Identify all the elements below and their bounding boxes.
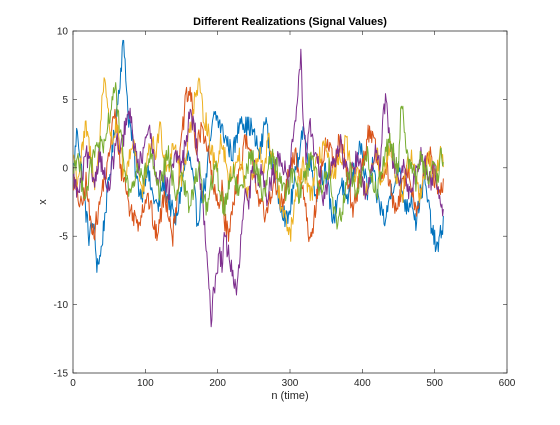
y-tick-label: -5 (59, 232, 68, 243)
x-axis-label: n (time) (271, 390, 308, 402)
chart-title: Different Realizations (Signal Values) (193, 16, 387, 28)
x-axis: 0 100 200 300 400 500 600 (70, 31, 516, 389)
y-axis: -15 -10 -5 0 5 10 (54, 27, 507, 380)
series-layer (73, 39, 444, 328)
y-axis-label: x (37, 199, 49, 205)
y-tick-label: 5 (62, 95, 68, 106)
x-tick-label: 100 (137, 378, 154, 389)
y-tick-label: 0 (62, 163, 68, 174)
x-tick-label: 300 (282, 378, 299, 389)
series-line-3 (73, 77, 444, 242)
plot-area (72, 30, 508, 374)
x-tick-label: 500 (426, 378, 443, 389)
series-line-2 (73, 86, 444, 247)
series-line-5 (73, 82, 444, 230)
x-tick-label: 200 (209, 378, 226, 389)
x-tick-label: 0 (70, 378, 76, 389)
y-tick-label: 10 (57, 27, 69, 38)
y-tick-label: -10 (54, 300, 69, 311)
x-tick-label: 400 (354, 378, 371, 389)
series-line-4 (73, 48, 444, 328)
y-tick-label: -15 (54, 369, 69, 380)
x-tick-label: 600 (499, 378, 516, 389)
